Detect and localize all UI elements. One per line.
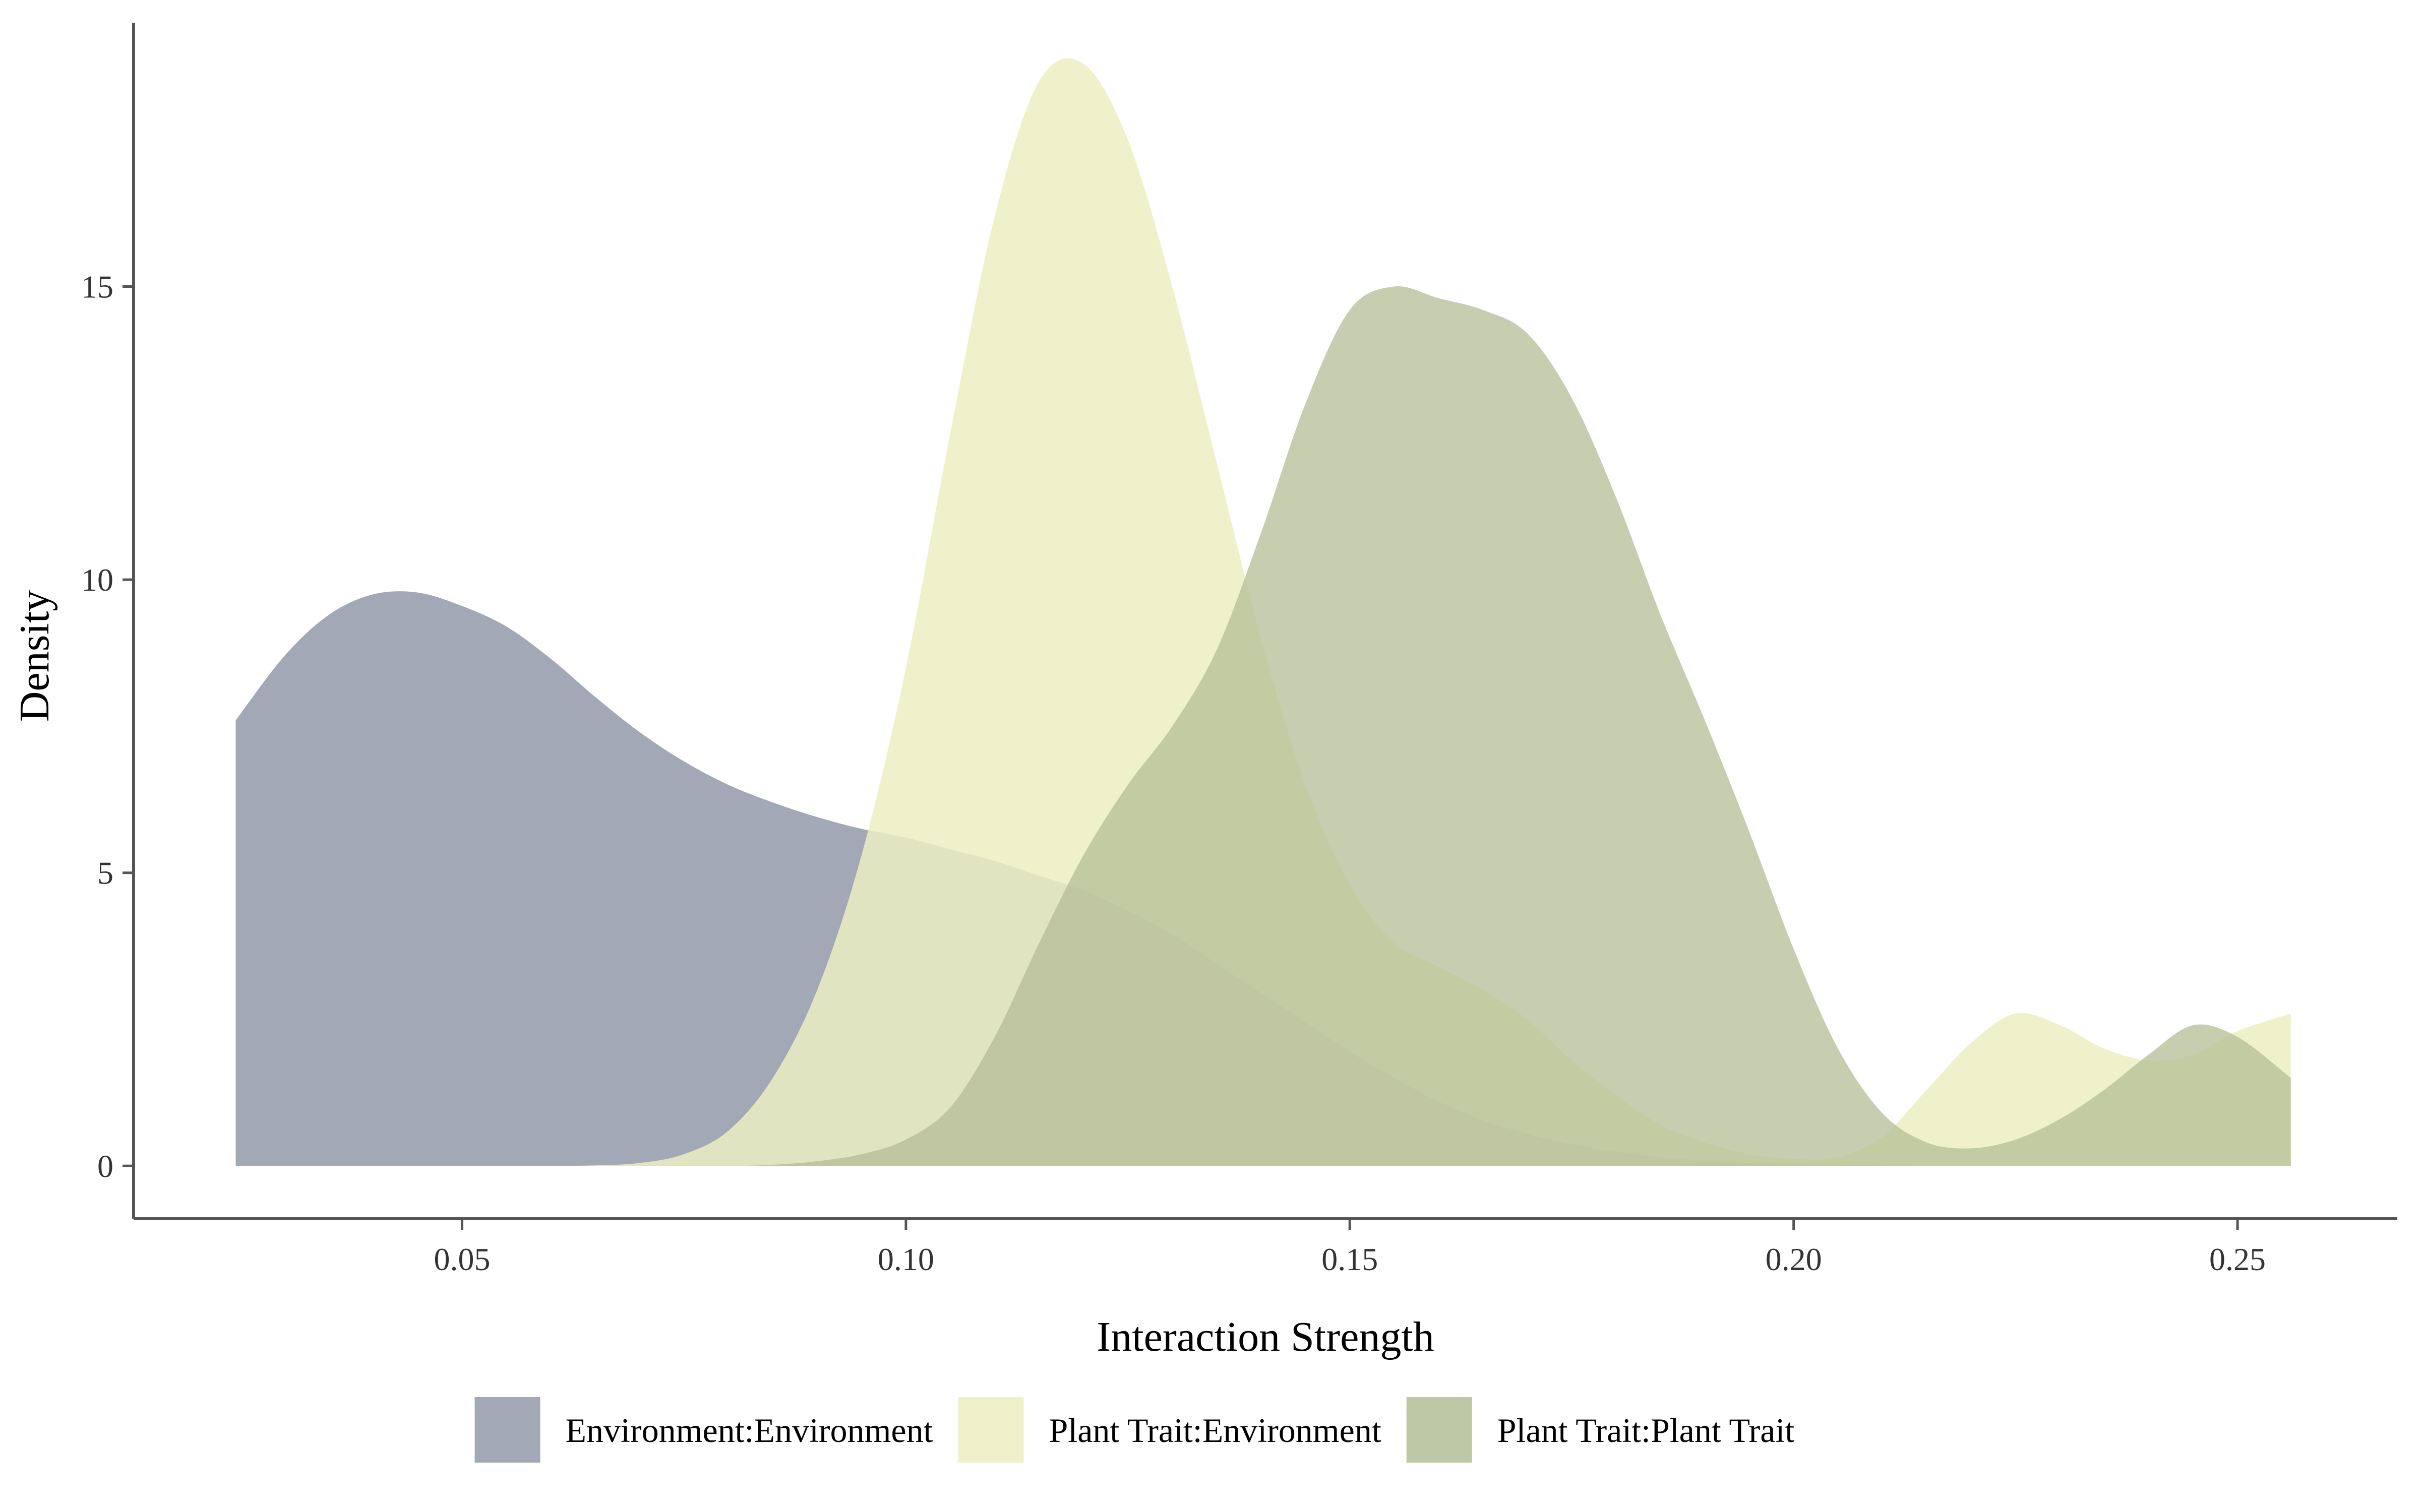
density-area-1 (235, 591, 2291, 1166)
legend-label-2: Plant Trait:Environment (1049, 1411, 1381, 1450)
axes: 0.05 0.10 0.15 0.20 0.25 0 5 10 15 (81, 23, 2397, 1277)
y-axis-title: Density (11, 590, 58, 722)
density-areas (235, 58, 2291, 1166)
x-axis-title: Interaction Strength (1097, 1313, 1434, 1360)
y-tick-label: 10 (81, 562, 113, 598)
legend: Environment:Environment Plant Trait:Envir… (474, 1397, 1795, 1463)
density-area-3 (235, 286, 2291, 1166)
y-tick-label: 5 (97, 855, 113, 891)
x-tick-label: 0.15 (1321, 1241, 1378, 1277)
y-axis-ticks: 0 5 10 15 (81, 269, 134, 1184)
y-tick-label: 0 (97, 1148, 113, 1184)
legend-label-1: Environment:Environment (566, 1411, 933, 1450)
x-tick-label: 0.10 (878, 1241, 934, 1277)
x-tick-label: 0.05 (434, 1241, 490, 1277)
legend-key-3 (1406, 1397, 1472, 1463)
y-tick-label: 15 (81, 269, 113, 304)
x-axis-ticks: 0.05 0.10 0.15 0.20 0.25 (434, 1219, 2266, 1277)
x-tick-label: 0.20 (1766, 1241, 1822, 1277)
legend-key-2 (958, 1397, 1024, 1463)
legend-key-1 (474, 1397, 540, 1463)
x-tick-label: 0.25 (2209, 1241, 2266, 1277)
legend-label-3: Plant Trait:Plant Trait (1497, 1411, 1795, 1450)
